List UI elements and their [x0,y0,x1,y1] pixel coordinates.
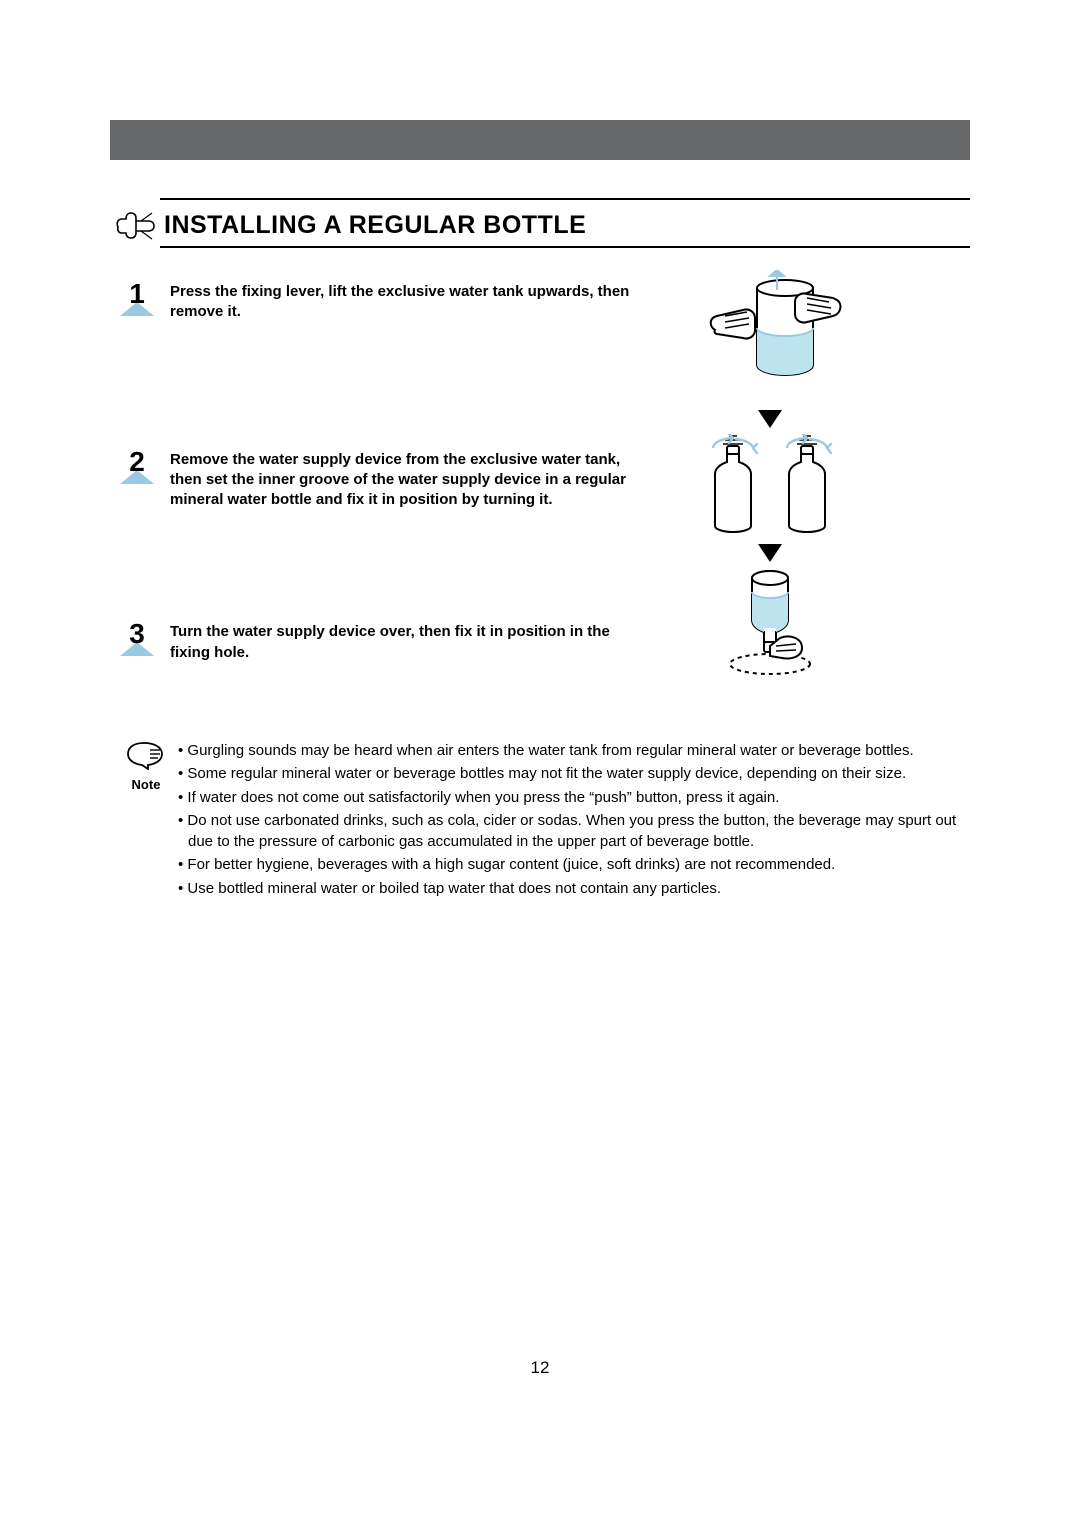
step-1: 1 Press the fixing lever, lift the exclu… [120,280,640,323]
figure-step-1-icon [670,270,870,400]
heading-rule-bottom [160,246,970,248]
figure-column [670,270,870,678]
step-3: 3 Turn the water supply device over, the… [120,620,640,663]
heading-row: INSTALLING A REGULAR BOTTLE [110,200,970,246]
note-label: Note [120,777,172,792]
down-arrow-icon [758,410,782,428]
note-list: Gurgling sounds may be heard when air en… [172,740,970,901]
step-text: Turn the water supply device over, then … [170,620,640,663]
manual-page: INSTALLING A REGULAR BOTTLE 1 Press the … [0,0,1080,1528]
note-icon [124,740,168,770]
steps-list: 1 Press the fixing lever, lift the exclu… [120,280,640,788]
page-number: 12 [0,1358,1080,1378]
step-2: 2 Remove the water supply device from th… [120,448,640,511]
step-number-badge: 3 [120,620,154,656]
step-number: 1 [120,278,154,310]
heading-block: INSTALLING A REGULAR BOTTLE [110,198,970,248]
note-item: Use bottled mineral water or boiled tap … [178,878,970,899]
figure-step-2-icon [670,434,870,534]
note-block: Note Gurgling sounds may be heard when a… [120,740,970,901]
step-number-badge: 1 [120,280,154,316]
down-arrow-icon [758,544,782,562]
figure-step-3-icon [670,568,870,678]
note-item: Gurgling sounds may be heard when air en… [178,740,970,761]
note-item: Do not use carbonated drinks, such as co… [178,810,970,853]
note-item: For better hygiene, beverages with a hig… [178,854,970,875]
step-number: 2 [120,446,154,478]
step-number-badge: 2 [120,448,154,484]
step-text: Remove the water supply device from the … [170,448,640,511]
section-heading: INSTALLING A REGULAR BOTTLE [160,205,586,246]
step-number: 3 [120,618,154,650]
step-text: Press the fixing lever, lift the exclusi… [170,280,640,323]
note-icon-col: Note [120,740,172,792]
note-item: Some regular mineral water or beverage b… [178,763,970,784]
pointing-hand-icon [110,200,160,246]
note-item: If water does not come out satisfactoril… [178,787,970,808]
section-band [110,120,970,160]
